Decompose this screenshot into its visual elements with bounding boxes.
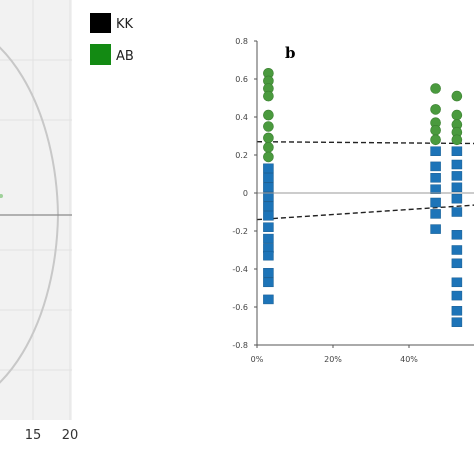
trend-line xyxy=(256,204,474,221)
data-point-square xyxy=(263,250,274,261)
data-point-circle xyxy=(263,90,274,102)
data-point-square xyxy=(451,182,463,193)
y-tick-label: 0.2 xyxy=(235,151,248,160)
panel-a-x-tick-15: 15 xyxy=(25,428,42,443)
data-point-square xyxy=(451,171,463,181)
data-point-square xyxy=(451,193,463,204)
y-tick-label: -0.2 xyxy=(232,227,248,236)
axes: 0.8 0.6 0.4 0.2 0 -0.2 -0.4 -0.6 -0.80% 20% 40% xyxy=(232,37,474,364)
x-tick-label: 0% xyxy=(251,355,264,364)
data-point-square xyxy=(263,222,274,232)
x-tick-label: 20% xyxy=(324,355,342,364)
panel-label-b: b xyxy=(285,44,296,62)
data-point-square xyxy=(263,201,274,212)
data-point-square xyxy=(263,192,274,202)
data-point-circle xyxy=(430,125,441,136)
data-point-square xyxy=(451,207,463,217)
legend-swatch-kk xyxy=(90,13,111,33)
legend-swatch-ab xyxy=(90,44,111,65)
data-point-circle xyxy=(430,134,441,146)
y-tick-label: 0.6 xyxy=(235,75,248,84)
data-point-square xyxy=(451,277,463,288)
data-point-square xyxy=(451,159,463,170)
trend-line xyxy=(256,141,474,145)
data-point-square xyxy=(451,290,463,301)
y-tick-label: -0.8 xyxy=(232,341,248,350)
data-point-square xyxy=(430,161,441,172)
data-point-square xyxy=(430,197,441,208)
y-tick-label: -0.6 xyxy=(232,303,248,312)
x-tick-label: 40% xyxy=(400,355,418,364)
y-tick-label: 0.4 xyxy=(235,113,248,122)
data-point-circle xyxy=(263,151,274,163)
panel-a-x-tick-20: 20 xyxy=(62,428,79,443)
data-point-circle xyxy=(263,109,274,121)
panel-a: 15 20 xyxy=(0,0,78,443)
data-point-square xyxy=(263,163,274,174)
data-point-circle xyxy=(263,142,274,153)
trend-lines xyxy=(256,141,474,221)
data-point-square xyxy=(263,294,274,305)
data-point-square xyxy=(263,182,274,193)
legend: KK AB xyxy=(90,13,134,65)
data-point-square xyxy=(451,245,463,255)
legend-label-kk: KK xyxy=(116,17,134,32)
data-point-square xyxy=(451,258,463,269)
data-point-circle xyxy=(263,121,274,132)
data-point-circle xyxy=(430,83,441,94)
data-point-square xyxy=(430,146,441,156)
panel-a-point xyxy=(0,194,3,198)
data-point-square xyxy=(430,173,441,183)
legend-label-ab: AB xyxy=(116,49,134,64)
y-tick-label: 0.8 xyxy=(235,37,248,46)
data-point-square xyxy=(451,146,463,156)
data-point-square xyxy=(263,211,274,221)
data-point-square xyxy=(430,184,441,194)
data-point-square xyxy=(263,173,274,183)
data-point-square xyxy=(451,230,463,240)
data-point-circle xyxy=(430,104,441,115)
y-tick-label: -0.4 xyxy=(232,265,248,274)
data-point-square xyxy=(451,306,463,316)
data-points xyxy=(263,68,463,327)
data-point-circle xyxy=(451,90,463,102)
panel-b: b 0.8 0.6 0.4 0.2 0 -0.2 -0.4 -0.6 -0.80% 20% 40% xyxy=(232,37,474,364)
data-point-circle xyxy=(263,132,274,144)
data-point-square xyxy=(263,268,274,278)
data-point-square xyxy=(263,277,274,288)
data-point-circle xyxy=(451,109,463,121)
data-point-circle xyxy=(451,134,463,146)
panel-a-background xyxy=(0,0,72,420)
y-tick-label: 0 xyxy=(243,189,248,198)
data-point-square xyxy=(430,224,441,234)
data-point-square xyxy=(430,209,441,219)
data-point-square xyxy=(263,233,274,244)
data-point-square xyxy=(451,317,463,327)
